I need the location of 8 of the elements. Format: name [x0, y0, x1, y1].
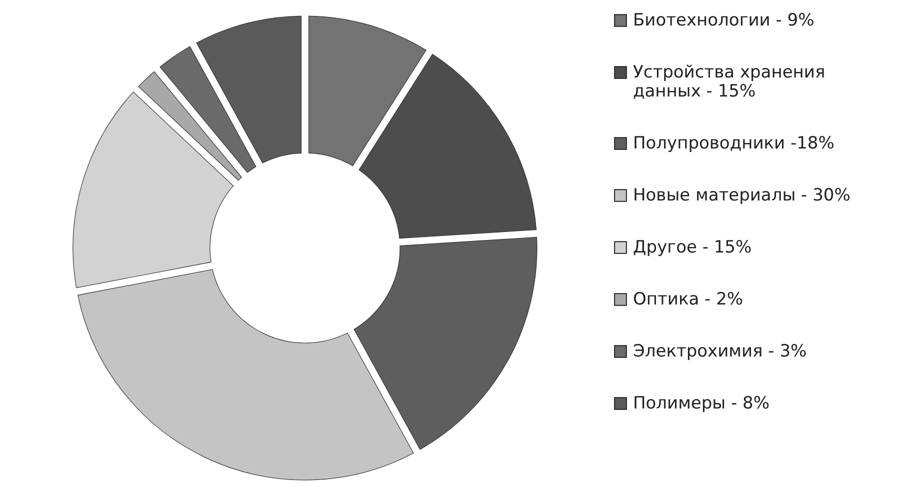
legend-label: Биотехнологии - 9%: [633, 10, 814, 30]
legend-label: Полимеры - 8%: [633, 394, 770, 414]
legend-label: Электрохимия - 3%: [633, 342, 807, 362]
legend-label: Устройства хранения данных - 15%: [633, 62, 826, 102]
legend-label: Новые материалы - 30%: [633, 186, 850, 206]
legend-label: Другое - 15%: [633, 238, 752, 258]
legend-label: Оптика - 2%: [633, 290, 744, 310]
legend-label: Полупроводники -18%: [633, 134, 834, 154]
